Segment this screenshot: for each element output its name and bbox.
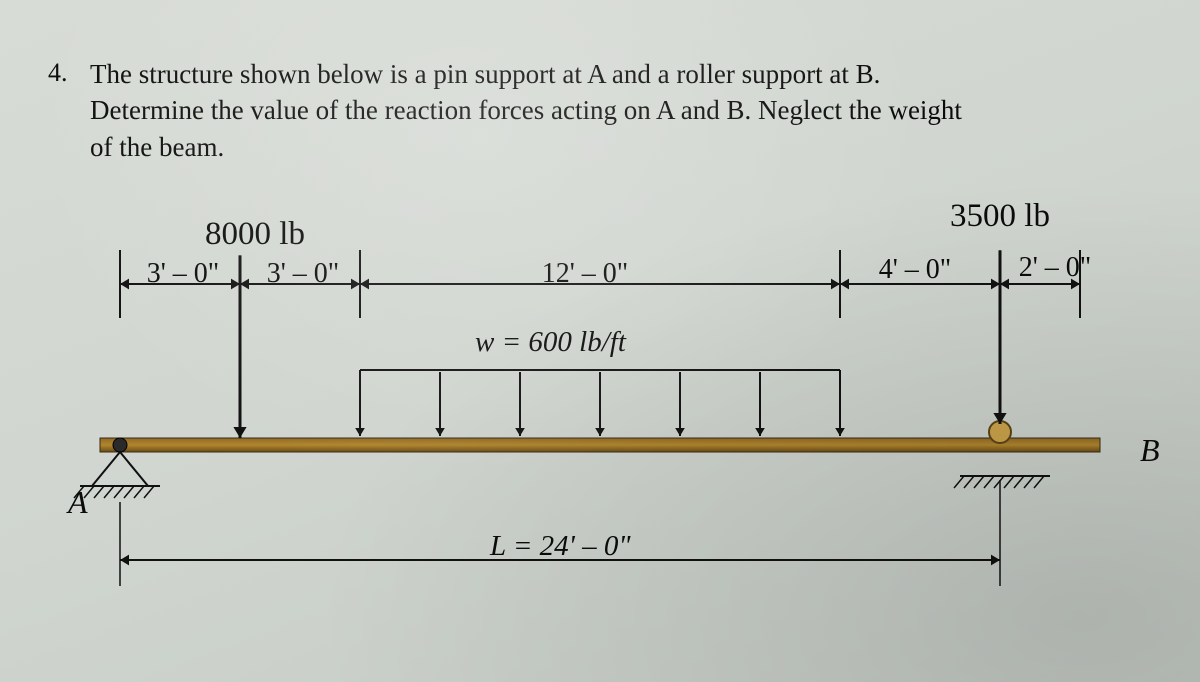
beam-diagram bbox=[0, 0, 1200, 682]
